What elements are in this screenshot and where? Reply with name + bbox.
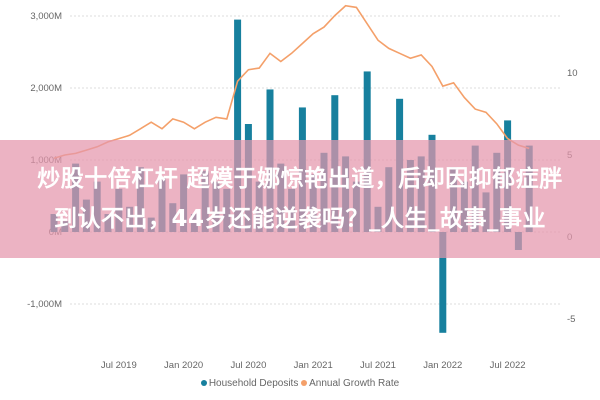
x-axis-tick-label: Jan 2021: [294, 360, 333, 371]
headline-banner[interactable]: 炒股十倍杠杆 超模于娜惊艳出道，后却因抑郁症胖 到认不出，44岁还能逆袭吗？_人…: [0, 140, 600, 258]
bar-household-deposits: [234, 19, 242, 232]
headline-line-2: 到认不出，44岁还能逆袭吗？_人生_故事_事业: [53, 206, 546, 232]
x-axis-tick-label: Jul 2021: [360, 360, 396, 371]
right-axis-tick-label: -5: [567, 314, 575, 325]
x-axis-tick-label: Jul 2020: [230, 360, 266, 371]
legend: Household Deposits Annual Growth Rate: [0, 378, 600, 389]
legend-label: Annual Growth Rate: [309, 378, 400, 389]
left-axis-tick-label: -1,000M: [27, 299, 62, 310]
x-axis-tick-label: Jul 2022: [490, 360, 526, 371]
x-axis-tick-label: Jan 2022: [423, 360, 462, 371]
x-axis-tick-label: Jan 2020: [164, 360, 203, 371]
legend-dot-icon: [200, 380, 207, 387]
legend-label: Household Deposits: [208, 378, 299, 389]
bar-household-deposits: [439, 232, 447, 333]
headline-line-1: 炒股十倍杠杆 超模于娜惊艳出道，后却因抑郁症胖: [37, 166, 563, 192]
legend-dot-icon: [301, 380, 308, 387]
legend-item-deposits[interactable]: Household Deposits: [200, 378, 299, 389]
left-axis-tick-label: 3,000M: [30, 11, 62, 22]
legend-item-growth[interactable]: Annual Growth Rate: [301, 378, 399, 389]
right-axis-tick-label: 10: [567, 68, 578, 79]
line-annual-growth-rate: [53, 4, 530, 160]
x-axis-tick-label: Jul 2019: [101, 360, 137, 371]
left-axis-tick-label: 2,000M: [30, 83, 62, 94]
